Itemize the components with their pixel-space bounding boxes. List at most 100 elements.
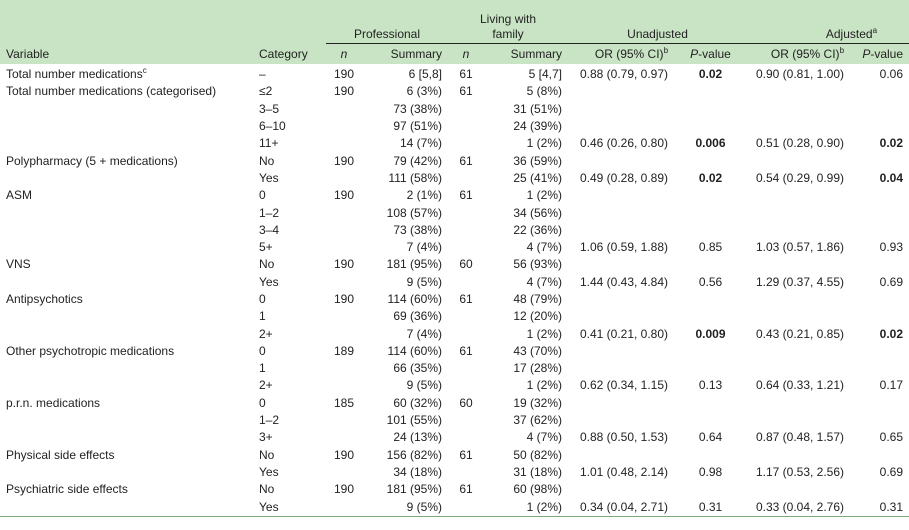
cell-summary-professional: 97 (51%) [393,119,443,134]
cell-variable [0,412,253,429]
cell-variable [0,274,253,291]
cell-summary-professional: 73 (38%) [393,222,443,237]
cell-n-living [448,274,484,291]
cell-or-unadjusted: 0.34 (0.04, 2.71) [568,498,675,517]
cell-n-living: 61 [459,153,473,168]
cell-n-professional [326,239,362,256]
cell-n-professional: 190 [333,153,355,168]
cell-or-unadjusted [568,343,674,360]
cell-or-adjusted: 1.17 (0.53, 2.56) [755,464,845,479]
cell-n-living: 60 [459,395,473,410]
cell-p-adjusted [850,222,909,239]
cell-p-unadjusted: 0.64 [698,430,723,445]
cell-or-adjusted: 0.51 (0.28, 0.90) [755,136,845,151]
cell-variable [0,498,253,517]
table-row: Physical side effects No 190 156 (82%) 61 50 … [0,447,909,464]
cell-n-living [448,118,484,135]
cell-summary-professional: 7 (4%) [406,326,443,341]
cell-p-adjusted [850,187,909,204]
cell-or-unadjusted [568,308,674,325]
table-row: 3–5 73 (38%) 31 (51%) [0,101,909,118]
results-table: Professional Living with family Unadjuste… [0,0,909,517]
cell-or-adjusted [747,118,850,135]
cell-n-living [448,360,484,377]
table-row: 1 69 (36%) 12 (20%) [0,308,909,325]
group-adjusted: Adjusteda [747,0,909,44]
cell-category: 2+ [259,378,273,393]
cell-or-unadjusted [568,204,674,221]
cell-or-unadjusted [568,291,674,308]
cell-category: 0 [259,292,266,306]
cell-variable [0,325,253,342]
group-professional: Professional [326,0,449,44]
cell-n-professional [326,412,362,429]
cell-p-adjusted [850,481,909,498]
table-row: 2+ 7 (4%) 1 (2%) 0.41 (0.21, 0.80) 0.009 0.43… [0,325,909,342]
col-or-unadjusted: OR (95% CI)b [568,43,675,64]
table-row: p.r.n. medications 0 185 60 (32%) 60 19 (32%) [0,395,909,412]
cell-summary-professional: 6 [5,8] [408,67,443,82]
cell-p-adjusted: 0.65 [879,430,904,445]
cell-n-living [448,135,484,152]
cell-summary-professional: 108 (57%) [386,205,443,220]
cell-summary-living: 5 [4,7] [528,67,563,82]
table-row: ASM 0 190 2 (1%) 61 1 (2%) [0,187,909,204]
cell-summary-professional: 66 (35%) [393,361,443,376]
cell-n-professional: 190 [333,67,355,82]
cell-p-adjusted: 0.17 [879,378,904,393]
cell-n-professional: 190 [333,84,355,99]
cell-summary-living: 36 (59%) [513,153,563,168]
cell-n-professional [326,377,362,394]
cell-summary-living: 43 (70%) [513,343,563,358]
table-body: Total number medicationsc – 190 6 [5,8] 61 5 … [0,64,909,517]
cell-variable: Antipsychotics [6,292,83,306]
cell-p-adjusted [850,83,909,100]
cell-p-unadjusted [674,222,747,239]
group-living-line1: Living with [480,12,537,26]
cell-or-unadjusted [568,152,674,169]
col-p-adjusted: P-value [850,43,909,64]
cell-p-unadjusted [674,256,747,273]
cell-n-professional [326,170,362,187]
cell-n-professional: 189 [333,343,355,358]
cell-p-adjusted [850,291,909,308]
cell-n-professional [326,429,362,446]
cell-category: Yes [259,274,279,289]
cell-p-unadjusted: 0.02 [698,67,723,82]
group-unadjusted: Unadjusted [568,0,748,44]
cell-or-adjusted: 1.03 (0.57, 1.86) [755,240,845,255]
cell-or-unadjusted [568,118,674,135]
cell-p-unadjusted [674,412,747,429]
table-row: 11+ 14 (7%) 1 (2%) 0.46 (0.26, 0.80) 0.006 0.… [0,135,909,152]
table-row: 5+ 7 (4%) 4 (7%) 1.06 (0.59, 1.88) 0.85 1.03 … [0,239,909,256]
cell-n-professional [326,360,362,377]
table-row: 1 66 (35%) 17 (28%) [0,360,909,377]
cell-p-unadjusted: 0.31 [674,498,748,517]
cell-summary-professional: 7 (4%) [406,240,443,255]
cell-p-unadjusted [674,187,747,204]
cell-variable: Total number medicationsc [6,66,147,82]
cell-p-adjusted: 0.69 [879,274,904,289]
cell-category: 5+ [259,240,273,255]
cell-p-unadjusted: 0.009 [695,326,726,341]
cell-or-unadjusted [568,256,674,273]
cell-n-living [448,377,484,394]
cell-n-living: 61 [459,482,473,497]
cell-p-adjusted: 0.69 [879,464,904,479]
cell-category: No [259,482,275,497]
col-n-living: n [448,43,485,64]
cell-variable: Polypharmacy (5 + medications) [6,153,178,168]
cell-p-adjusted [850,101,909,118]
cell-n-living [448,429,484,446]
cell-p-adjusted: 0.02 [879,326,904,341]
cell-or-unadjusted: 0.49 (0.28, 0.89) [579,170,669,185]
cell-or-unadjusted [568,222,674,239]
cell-p-adjusted [850,395,909,412]
cell-or-adjusted [747,83,850,100]
cell-variable [0,170,253,187]
cell-p-adjusted [850,412,909,429]
cell-summary-living: 24 (39%) [513,119,563,134]
cell-n-professional [326,325,362,342]
cell-n-living [448,325,484,342]
cell-p-adjusted [850,256,909,273]
